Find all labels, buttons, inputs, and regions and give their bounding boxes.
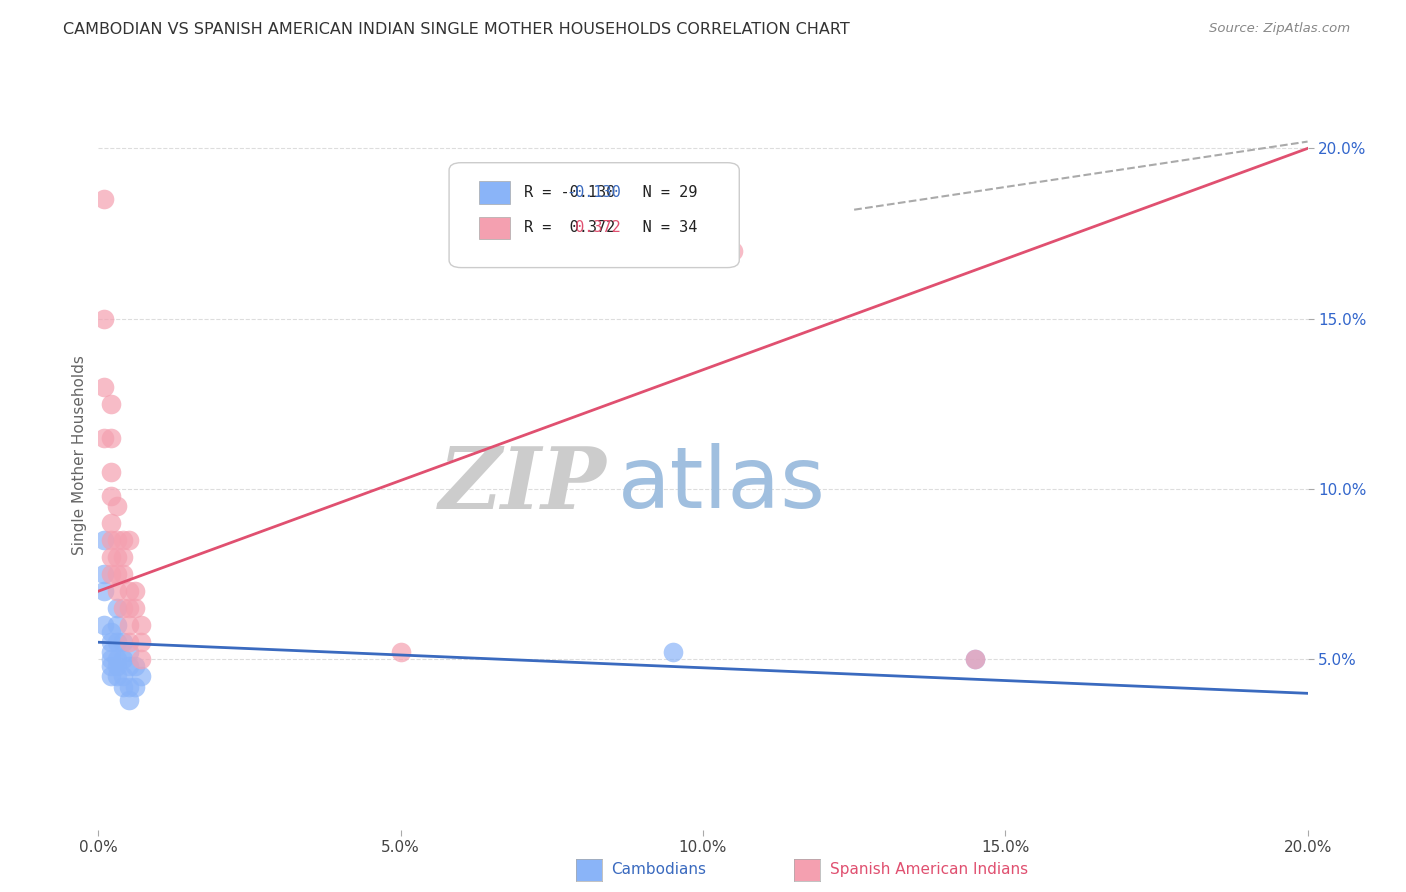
Point [93,567,115,582]
Text: ZIP: ZIP [439,443,606,526]
Point [118,635,141,649]
Point [93,380,115,394]
Point [118,618,141,632]
Point [100,669,122,683]
Text: atlas: atlas [619,443,827,526]
Point [129,618,152,632]
Point [118,645,141,659]
Point [111,533,134,547]
Text: Source: ZipAtlas.com: Source: ZipAtlas.com [1209,22,1350,36]
Point [105,618,128,632]
Text: CAMBODIAN VS SPANISH AMERICAN INDIAN SINGLE MOTHER HOUSEHOLDS CORRELATION CHART: CAMBODIAN VS SPANISH AMERICAN INDIAN SIN… [63,22,851,37]
Point [100,516,122,530]
Point [100,645,122,659]
Point [118,693,141,707]
Point [100,431,122,445]
Point [105,635,128,649]
Point [100,465,122,479]
Point [105,659,128,673]
Point [105,499,128,513]
Point [124,601,146,615]
Point [124,680,146,694]
Point [100,533,122,547]
Point [129,669,152,683]
Point [100,625,122,640]
Point [723,244,745,258]
Point [111,669,134,683]
Point [118,601,141,615]
Point [661,645,683,659]
Point [105,584,128,599]
Text: Spanish American Indians: Spanish American Indians [830,863,1028,877]
Point [100,567,122,582]
Text: R = -0.130   N = 29: R = -0.130 N = 29 [524,186,697,200]
Point [93,311,115,326]
FancyBboxPatch shape [479,217,509,239]
Point [118,584,141,599]
Point [105,601,128,615]
Point [965,652,987,666]
Point [129,652,152,666]
Point [129,635,152,649]
Point [100,489,122,503]
Point [111,680,134,694]
Point [111,550,134,565]
Point [100,635,122,649]
Text: 0.372: 0.372 [567,220,621,235]
Point [111,652,134,666]
Point [100,397,122,411]
Y-axis label: Single Mother Households: Single Mother Households [72,355,87,555]
Point [105,567,128,582]
Point [118,680,141,694]
FancyBboxPatch shape [479,181,509,204]
Point [105,533,128,547]
Point [93,533,115,547]
Point [111,601,134,615]
Text: -0.130: -0.130 [567,186,621,200]
Point [100,659,122,673]
Point [105,669,128,683]
Point [105,652,128,666]
Point [93,193,115,207]
Point [93,431,115,445]
Point [124,659,146,673]
Point [93,584,115,599]
Point [124,584,146,599]
Point [389,645,412,659]
Text: Cambodians: Cambodians [612,863,707,877]
Point [100,550,122,565]
Point [93,618,115,632]
FancyBboxPatch shape [449,162,740,268]
Point [111,567,134,582]
Text: R =  0.372   N = 34: R = 0.372 N = 34 [524,220,697,235]
Point [118,659,141,673]
Point [100,652,122,666]
Point [111,635,134,649]
Point [105,550,128,565]
Point [965,652,987,666]
Point [118,533,141,547]
